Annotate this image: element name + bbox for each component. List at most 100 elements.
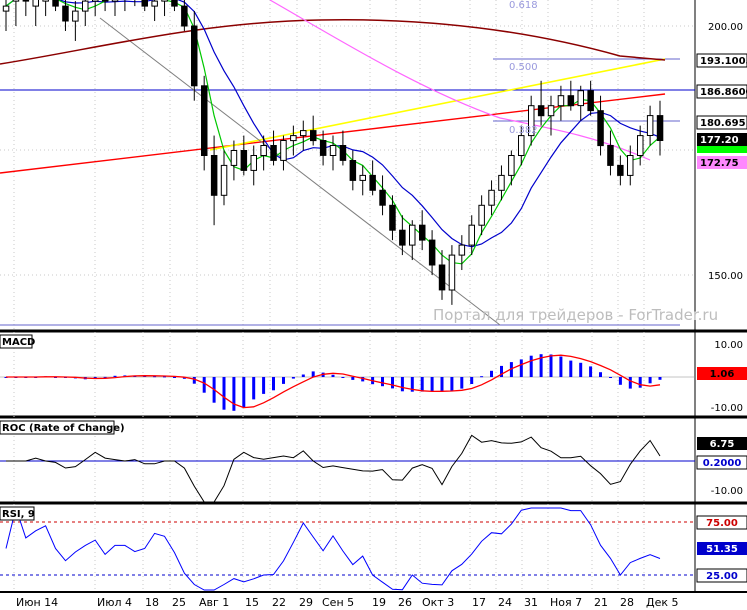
macd-bar xyxy=(609,377,612,378)
macd-bar xyxy=(618,377,622,385)
candle xyxy=(607,130,614,176)
candle-body xyxy=(478,204,485,226)
candle-body xyxy=(270,145,277,161)
macd-bar xyxy=(351,377,355,380)
macd-bar xyxy=(103,376,107,378)
candle-body xyxy=(191,25,198,87)
candle-body xyxy=(111,0,119,2)
macd-bar xyxy=(500,365,503,377)
candle-body xyxy=(250,155,257,171)
candle xyxy=(92,0,99,17)
rsi-label-text: RSI, 9 xyxy=(2,509,35,520)
candle-body xyxy=(141,0,148,7)
time-tick: Дек 5 xyxy=(646,596,679,609)
candle-body xyxy=(260,145,267,156)
candle xyxy=(656,100,664,156)
macd-pane-label[interactable]: MACD xyxy=(0,334,35,349)
roc-pane-label[interactable]: ROC (Rate of Change) xyxy=(0,420,125,435)
candle xyxy=(349,150,357,191)
candle xyxy=(419,210,426,251)
macd-bar xyxy=(589,366,593,377)
candle xyxy=(627,145,634,186)
candle xyxy=(280,135,287,171)
macd-bar xyxy=(93,377,97,379)
candle xyxy=(557,85,565,121)
candle-body xyxy=(498,174,505,191)
macd-bar xyxy=(490,370,493,377)
candle-body xyxy=(428,239,436,266)
macd-tick-10: 10.00 xyxy=(714,340,743,351)
candle xyxy=(597,95,604,156)
candle xyxy=(528,95,535,146)
time-tick: Июн 14 xyxy=(16,596,58,609)
rsi-pane-label[interactable]: RSI, 9 xyxy=(0,506,35,521)
candle xyxy=(399,215,406,256)
candle xyxy=(359,165,366,196)
candle xyxy=(240,135,248,176)
badge-172: 172.75 xyxy=(700,158,739,169)
grid xyxy=(0,0,695,592)
main-pane[interactable] xyxy=(0,0,695,330)
candle xyxy=(310,115,317,146)
candle xyxy=(151,0,158,22)
time-tick: 15 xyxy=(245,596,259,609)
candle-body xyxy=(240,150,248,171)
macd-bar xyxy=(173,377,176,378)
candle xyxy=(82,0,89,26)
candle-body xyxy=(458,244,466,256)
macd-bar xyxy=(54,377,57,378)
candle-body xyxy=(280,140,287,161)
time-tick: Авг 1 xyxy=(199,596,229,609)
candle-body xyxy=(72,10,79,22)
macd-bar xyxy=(648,377,652,384)
rsi-plot xyxy=(0,506,695,591)
macd-bar xyxy=(143,375,147,377)
macd-bar xyxy=(361,377,365,382)
candle xyxy=(220,150,228,206)
candle-body xyxy=(399,229,406,246)
macd-bar xyxy=(341,377,345,378)
ma-slow-line xyxy=(0,19,666,65)
candle-body xyxy=(369,174,376,191)
price-axis[interactable]: 200.00 150.00 10.00 -10.00 -10.00 xyxy=(708,22,743,497)
macd-bar xyxy=(252,377,256,400)
candle xyxy=(111,0,119,17)
candle xyxy=(567,80,575,111)
time-tick: 17 xyxy=(472,596,486,609)
macd-bar xyxy=(519,359,523,377)
candle-body xyxy=(518,135,525,157)
badge-rsi-current: 51.35 xyxy=(706,544,738,555)
time-tick: 26 xyxy=(398,596,412,609)
time-tick: 22 xyxy=(272,596,286,609)
macd-bar xyxy=(638,377,642,388)
candle-body xyxy=(220,164,228,196)
roc-line xyxy=(6,434,661,503)
candle xyxy=(428,230,436,275)
macd-label-text: MACD xyxy=(2,337,35,348)
candle xyxy=(518,125,525,166)
candle-body xyxy=(319,140,327,156)
time-axis[interactable]: Июн 14 Июл 4 18 25 Авг 1 15 22 29 Сен 5 19 26 Окт 3… xyxy=(16,596,679,609)
candle-body xyxy=(419,224,426,241)
candle xyxy=(42,0,49,17)
macd-bar xyxy=(440,377,444,391)
badge-roc-level: 0.2000 xyxy=(703,458,742,469)
candle-body xyxy=(32,0,39,7)
fib-label-0382: 0.382 xyxy=(509,125,538,136)
candle xyxy=(300,120,307,151)
candle xyxy=(260,135,267,171)
candle xyxy=(458,235,466,271)
candle xyxy=(191,11,198,101)
candle-body xyxy=(161,0,168,2)
candle xyxy=(250,145,257,186)
candle xyxy=(171,0,178,12)
macd-bar xyxy=(282,377,285,384)
macd-bar xyxy=(242,377,246,408)
candle-body xyxy=(656,115,664,141)
candle-body xyxy=(389,204,396,231)
time-tick: 28 xyxy=(620,596,634,609)
price-tick-150: 150.00 xyxy=(708,271,743,282)
candle-body xyxy=(468,224,475,246)
